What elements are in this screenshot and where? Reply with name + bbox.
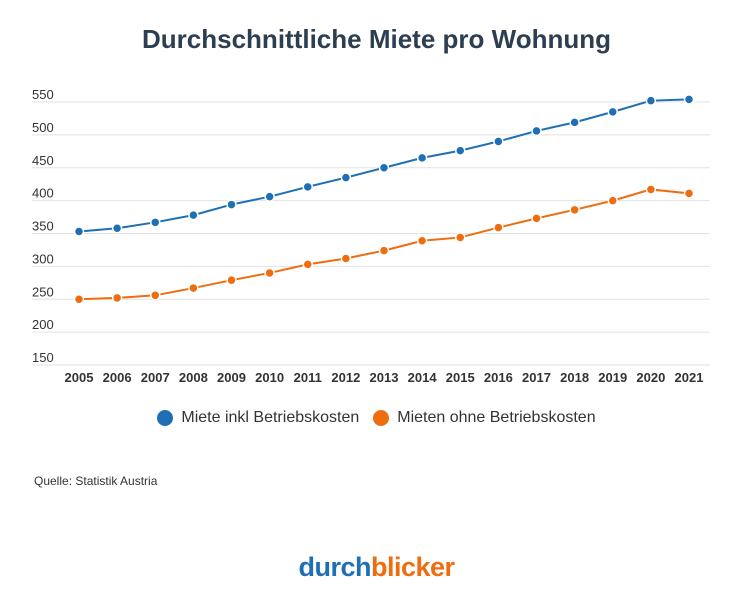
y-tick-label-400: 400	[32, 186, 54, 201]
data-point-s0-2008	[188, 209, 199, 221]
data-point-s0-2018	[569, 117, 580, 128]
x-tick-label-2010: 2010	[255, 370, 284, 385]
data-point-s0-2013	[378, 162, 390, 173]
data-point-s0-2020	[645, 95, 657, 106]
data-point-s1-2008	[188, 282, 199, 294]
x-tick-label-2005: 2005	[65, 370, 94, 385]
x-tick-label-2007: 2007	[141, 370, 170, 385]
data-point-s1-2016	[493, 222, 504, 233]
data-point-s1-2005	[73, 294, 85, 305]
x-tick-label-2008: 2008	[179, 370, 208, 385]
y-tick-label-200: 200	[32, 317, 54, 332]
data-point-s1-2010	[264, 267, 275, 279]
data-point-s1-2013	[378, 245, 390, 256]
x-tick-label-2012: 2012	[331, 370, 360, 385]
brand-logo[interactable]: durchblicker	[0, 552, 753, 583]
data-point-s1-2011	[302, 259, 313, 270]
data-point-s0-2010	[264, 191, 275, 202]
y-tick-label-500: 500	[32, 120, 54, 135]
logo-part-2: blicker	[370, 552, 455, 582]
data-point-s0-2012	[340, 172, 352, 183]
data-point-s0-2021	[683, 94, 695, 105]
data-point-s0-2005	[73, 226, 85, 237]
x-tick-label-2020: 2020	[636, 370, 665, 385]
x-tick-label-2011: 2011	[294, 370, 322, 385]
chart-title: Durchschnittliche Miete pro Wohnung	[142, 24, 611, 54]
x-tick-label-2014: 2014	[408, 370, 438, 385]
data-point-s0-2007	[150, 217, 161, 228]
legend: Miete inkl Betriebskosten Mieten ohne Be…	[0, 409, 753, 427]
line-chart: 150 200 250 300 350 400 450 500 550 2005 2006 2007 2…	[32, 87, 710, 385]
data-point-s0-2017	[531, 125, 542, 137]
data-point-s0-2006	[111, 222, 123, 234]
legend-label-inkl: Miete inkl Betriebskosten	[181, 409, 360, 426]
x-tick-label-2009: 2009	[217, 370, 246, 385]
series-line-1	[78, 188, 690, 301]
data-point-s1-2015	[455, 232, 466, 243]
data-point-s1-2006	[111, 292, 123, 304]
y-tick-label-300: 300	[32, 251, 54, 266]
x-tick-label-2017: 2017	[522, 370, 551, 385]
y-tick-label-250: 250	[32, 284, 54, 299]
y-tick-label-550: 550	[32, 87, 54, 102]
data-point-s1-2018	[569, 204, 580, 216]
data-point-s1-2019	[607, 195, 618, 206]
x-tick-label-2006: 2006	[103, 370, 132, 385]
legend-label-ohne: Mieten ohne Betriebskosten	[397, 409, 596, 426]
data-point-s1-2012	[340, 253, 352, 264]
y-tick-label-450: 450	[32, 153, 54, 168]
y-tick-label-350: 350	[32, 219, 54, 234]
x-tick-label-2016: 2016	[484, 370, 513, 385]
data-point-s1-2007	[150, 290, 161, 301]
data-point-s1-2020	[645, 184, 657, 195]
y-tick-label-150: 150	[32, 350, 54, 365]
data-point-s0-2019	[607, 106, 618, 118]
x-tick-label-2021: 2021	[675, 370, 704, 385]
data-point-s1-2014	[416, 235, 428, 246]
data-point-s1-2021	[683, 188, 695, 199]
logo-part-1: durch	[298, 552, 371, 582]
source-note: Quelle: Statistik Austria	[34, 474, 158, 488]
data-point-s0-2015	[455, 145, 466, 156]
data-point-s0-2014	[416, 152, 428, 164]
x-tick-label-2018: 2018	[560, 370, 589, 385]
data-point-s0-2009	[226, 199, 237, 210]
data-point-s1-2009	[226, 274, 237, 286]
x-tick-label-2013: 2013	[370, 370, 399, 385]
legend-swatch-ohne	[373, 410, 390, 426]
data-point-s1-2017	[531, 213, 542, 224]
x-tick-label-2019: 2019	[598, 370, 627, 385]
x-tick-label-2015: 2015	[446, 370, 475, 385]
legend-swatch-inkl	[157, 410, 174, 426]
data-point-s0-2016	[493, 136, 504, 147]
legend-item-ohne[interactable]: Mieten ohne Betriebskosten	[373, 409, 596, 427]
data-point-s0-2011	[302, 181, 313, 193]
legend-item-inkl[interactable]: Miete inkl Betriebskosten	[157, 409, 359, 427]
